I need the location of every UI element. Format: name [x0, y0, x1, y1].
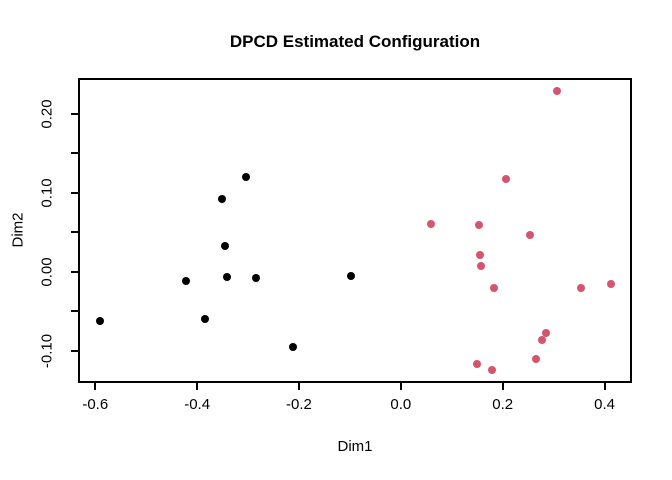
y-axis-tick-label: 0.00: [38, 257, 56, 287]
data-point-black-group: [222, 273, 231, 282]
data-point-black-group: [242, 173, 251, 182]
data-point-black-group: [252, 274, 261, 283]
x-axis-tick-label: -0.4: [184, 396, 211, 413]
data-point-black-group: [201, 315, 210, 324]
x-axis-label: Dim1: [337, 438, 373, 455]
y-axis-tick: [71, 349, 78, 352]
y-axis-tick-label: -0.10: [38, 333, 56, 368]
data-point-pink-group: [537, 336, 546, 345]
data-point-pink-group: [477, 262, 486, 271]
y-axis-minor-tick: [71, 152, 78, 155]
data-point-pink-group: [473, 360, 482, 369]
data-point-black-group: [347, 271, 356, 280]
x-axis-tick: [501, 383, 504, 390]
chart-title: DPCD Estimated Configuration: [229, 32, 481, 51]
data-point-pink-group: [501, 175, 510, 184]
data-point-pink-group: [606, 279, 615, 288]
data-point-pink-group: [541, 329, 550, 338]
data-point-pink-group: [552, 87, 561, 96]
y-axis-minor-tick: [71, 231, 78, 234]
x-axis-tick-label: -0.2: [286, 396, 312, 413]
x-axis-tick: [297, 383, 300, 390]
x-axis-tick: [603, 383, 606, 390]
y-axis-minor-tick: [71, 310, 78, 313]
x-axis-tick-label: 0.4: [594, 396, 615, 413]
y-axis-tick: [71, 270, 78, 273]
data-point-pink-group: [476, 251, 485, 260]
x-axis-tick: [94, 383, 97, 390]
x-axis-tick: [399, 383, 402, 390]
data-point-black-group: [182, 277, 191, 286]
x-axis-tick: [196, 383, 199, 390]
y-axis-tick: [71, 112, 78, 115]
data-point-pink-group: [474, 221, 483, 230]
data-point-pink-group: [426, 219, 435, 228]
data-point-black-group: [220, 242, 229, 251]
x-axis-tick-label: 0.2: [492, 396, 514, 413]
x-axis-tick-label: -0.6: [82, 396, 109, 413]
data-point-pink-group: [577, 283, 586, 292]
y-axis-tick-label: 0.20: [38, 99, 56, 129]
y-axis-tick: [71, 191, 78, 194]
data-point-pink-group: [489, 283, 498, 292]
data-point-black-group: [96, 316, 105, 325]
y-axis-tick-label: 0.10: [38, 178, 56, 208]
data-point-pink-group: [531, 355, 540, 364]
data-point-black-group: [289, 343, 298, 352]
data-point-black-group: [217, 195, 226, 204]
x-axis-tick-label: 0.0: [390, 396, 412, 413]
data-point-pink-group: [487, 366, 496, 375]
data-point-pink-group: [526, 231, 535, 240]
y-axis-label: Dim2: [9, 212, 27, 248]
plot-area: -0.6 -0.4 -0.2 0.0 0.2 0.4 0.20 0.10 0.00 -0.10: [39, 78, 632, 413]
